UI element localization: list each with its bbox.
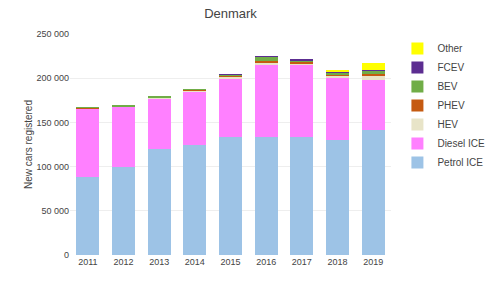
svg-text:Other: Other xyxy=(437,43,463,54)
svg-text:100 000: 100 000 xyxy=(36,162,69,172)
svg-text:250 000: 250 000 xyxy=(36,29,69,39)
svg-text:HEV: HEV xyxy=(437,119,458,130)
svg-text:0: 0 xyxy=(64,250,69,260)
svg-text:2014: 2014 xyxy=(185,257,205,267)
svg-text:2011: 2011 xyxy=(78,257,97,267)
svg-text:Diesel ICE: Diesel ICE xyxy=(437,138,485,149)
svg-text:2016: 2016 xyxy=(256,257,276,267)
svg-text:Petrol ICE: Petrol ICE xyxy=(437,157,483,168)
svg-text:2018: 2018 xyxy=(327,257,347,267)
svg-text:BEV: BEV xyxy=(437,81,457,92)
svg-text:50 000: 50 000 xyxy=(41,206,69,216)
svg-text:2019: 2019 xyxy=(363,257,383,267)
svg-text:2013: 2013 xyxy=(149,257,169,267)
svg-text:2015: 2015 xyxy=(220,257,240,267)
svg-text:Denmark: Denmark xyxy=(204,6,257,21)
svg-text:150 000: 150 000 xyxy=(36,118,69,128)
svg-text:2012: 2012 xyxy=(113,257,133,267)
svg-text:2017: 2017 xyxy=(292,257,312,267)
svg-text:200 000: 200 000 xyxy=(36,73,69,83)
svg-text:FCEV: FCEV xyxy=(437,62,464,73)
svg-text:New cars registered: New cars registered xyxy=(23,100,34,189)
svg-text:PHEV: PHEV xyxy=(437,100,465,111)
